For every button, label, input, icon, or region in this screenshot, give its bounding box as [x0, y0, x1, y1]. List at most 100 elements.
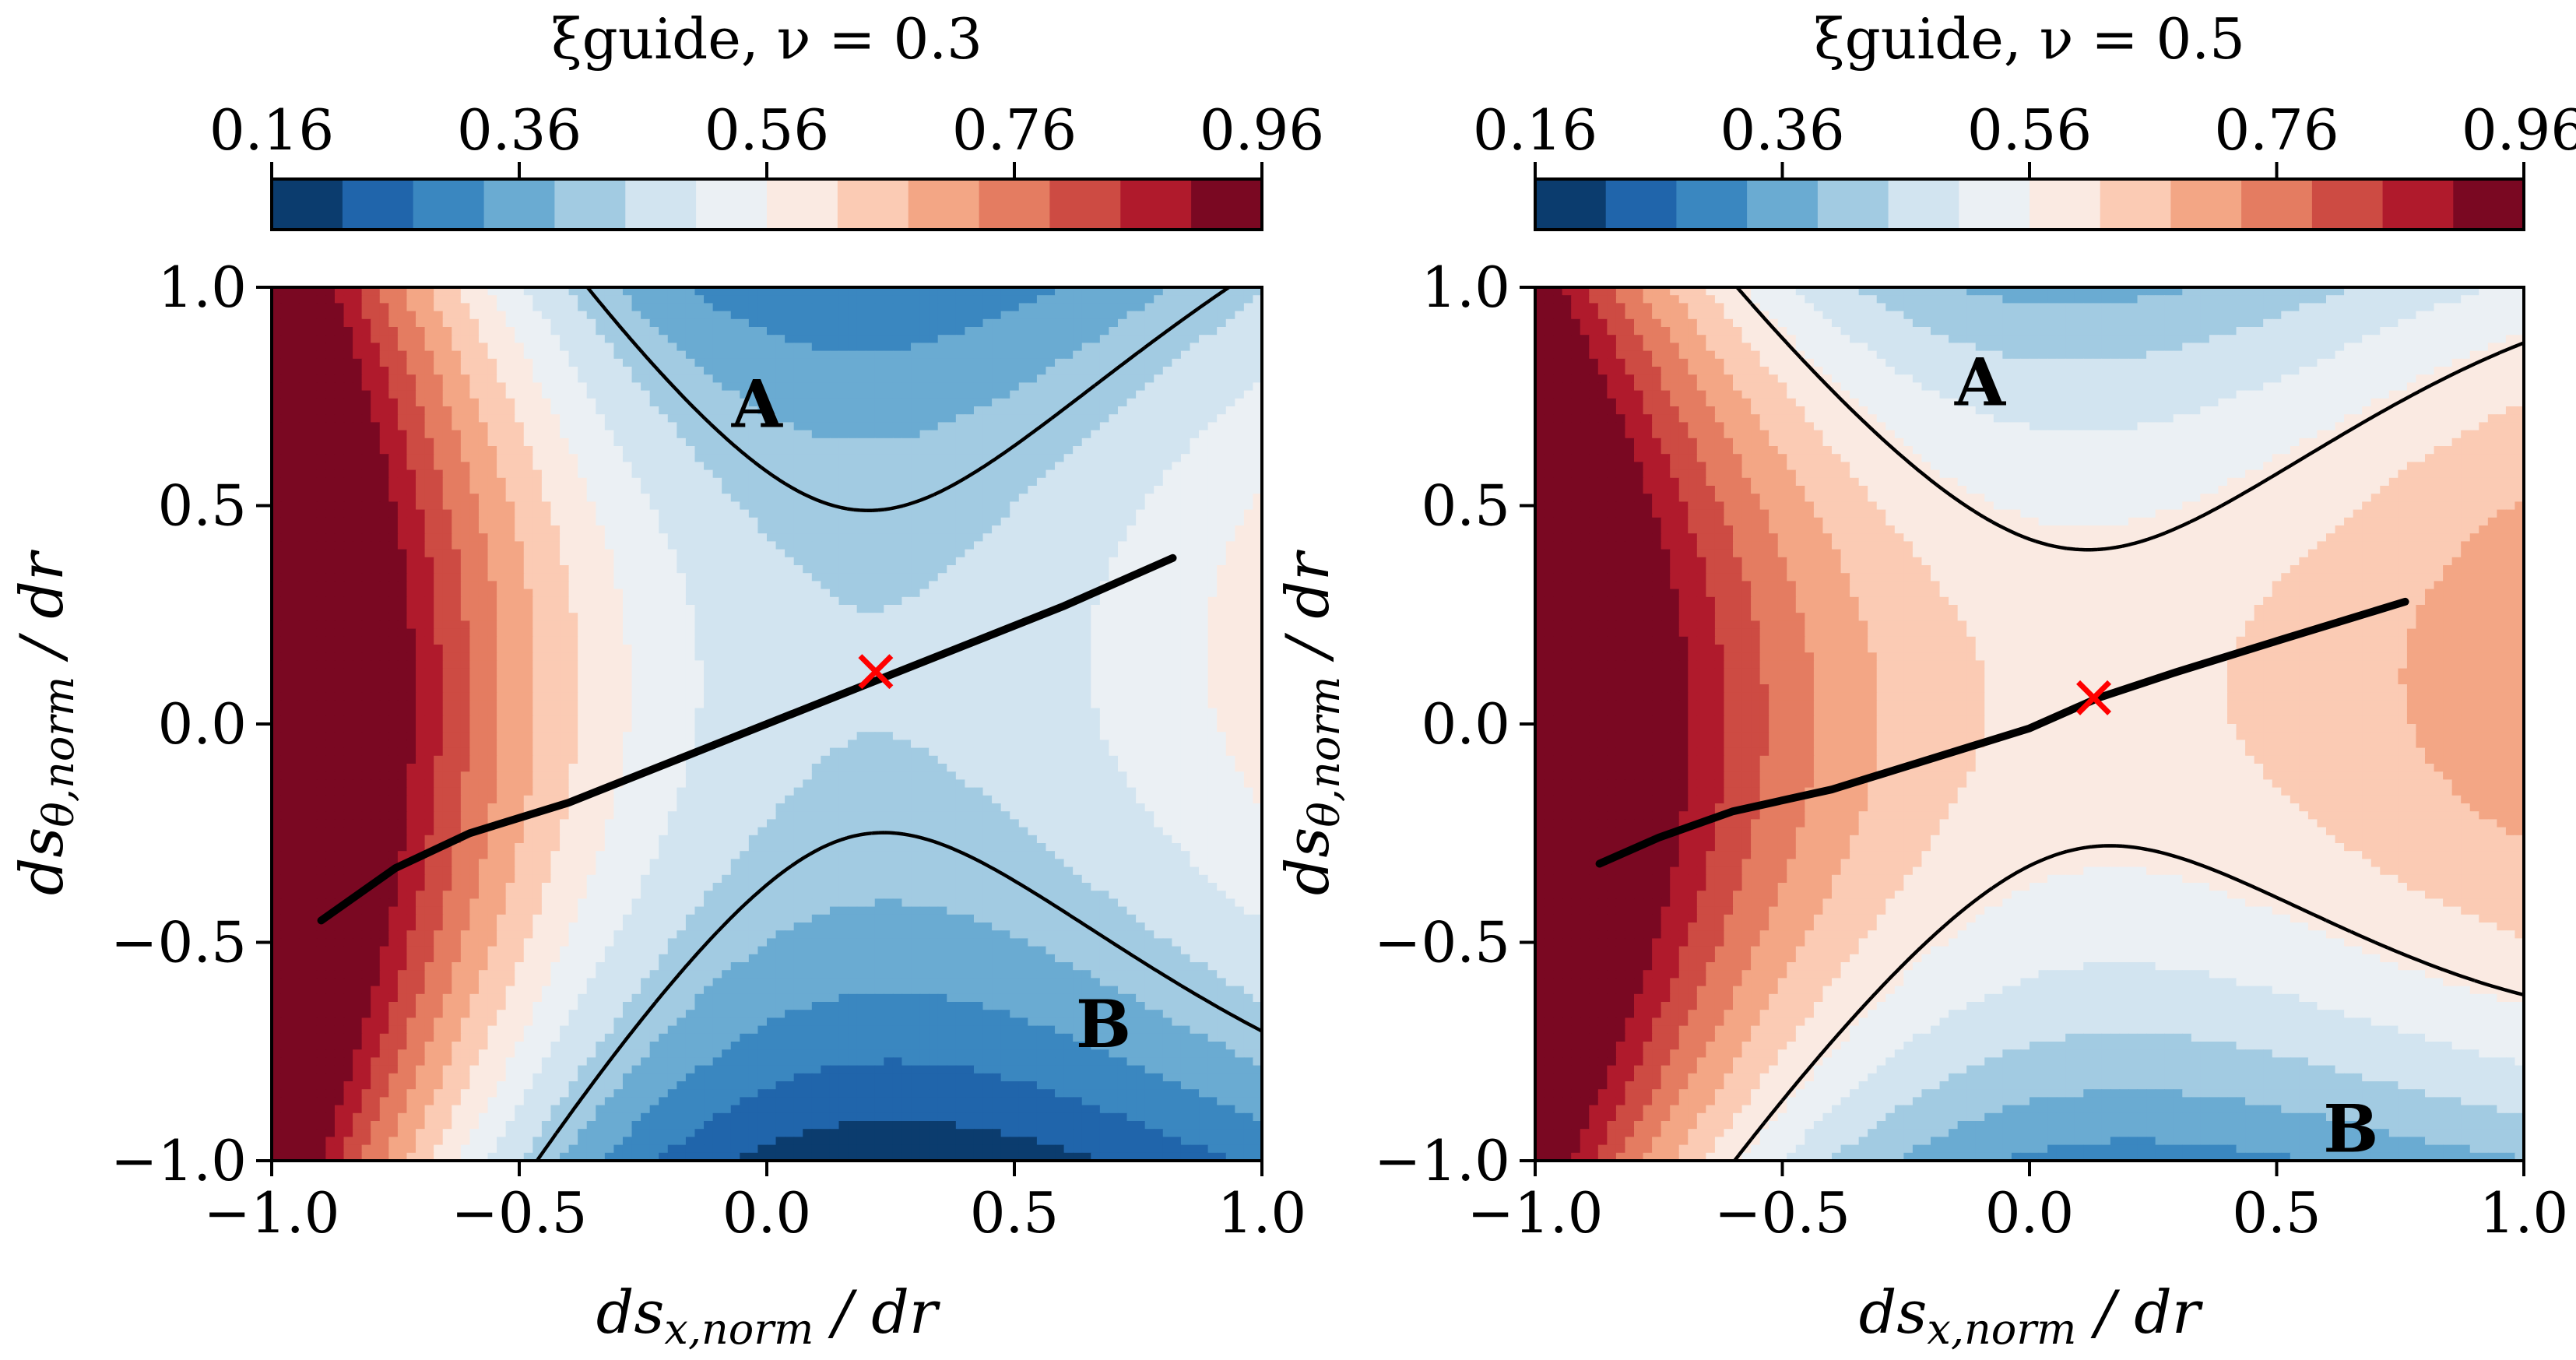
- left-field-cell: [1109, 295, 1119, 304]
- left-field-cell: [388, 486, 399, 494]
- left-field-cell: [497, 549, 507, 558]
- left-field-cell: [1225, 494, 1236, 503]
- left-field-cell: [1000, 596, 1010, 606]
- left-field-cell: [1144, 525, 1154, 534]
- left-field-cell: [901, 636, 912, 645]
- left-field-cell: [677, 517, 687, 526]
- left-field-cell: [848, 311, 858, 320]
- left-field-cell: [353, 620, 363, 630]
- left-field-cell: [649, 525, 659, 534]
- left-field-cell: [613, 541, 624, 550]
- left-field-cell: [1063, 525, 1074, 534]
- left-field-cell: [1109, 549, 1119, 558]
- left-field-cell: [1036, 549, 1047, 558]
- left-field-cell: [568, 541, 578, 550]
- left-field-cell: [550, 605, 561, 613]
- left-field-cell: [1190, 406, 1200, 415]
- left-field-cell: [793, 541, 803, 550]
- left-field-cell: [775, 350, 785, 360]
- left-field-cell: [793, 335, 803, 344]
- left-field-cell: [1073, 287, 1083, 296]
- left-field-cell: [550, 636, 561, 645]
- left-field-cell: [532, 533, 543, 543]
- left-field-cell: [838, 565, 849, 574]
- left-field-cell: [901, 509, 912, 518]
- left-field-cell: [829, 287, 840, 296]
- left-field-cell: [892, 311, 903, 320]
- left-field-cell: [631, 382, 641, 392]
- left-field-cell: [379, 287, 390, 296]
- left-field-cell: [892, 517, 903, 526]
- left-field-cell: [1109, 398, 1119, 407]
- left-field-cell: [1172, 343, 1182, 352]
- left-field-cell: [811, 533, 822, 543]
- left-field-cell: [874, 477, 885, 487]
- left-field-cell: [1109, 382, 1119, 392]
- left-field-cell: [1081, 438, 1091, 447]
- left-field-cell: [667, 398, 678, 407]
- left-field-cell: [280, 469, 290, 479]
- left-field-cell: [1154, 430, 1164, 439]
- left-field-cell: [604, 525, 615, 534]
- left-field-cell: [1099, 477, 1110, 487]
- left-field-cell: [740, 549, 750, 558]
- left-field-cell: [803, 486, 813, 494]
- left-field-cell: [578, 565, 588, 574]
- left-field-cell: [280, 494, 290, 503]
- left-field-cell: [803, 311, 813, 320]
- left-field-cell: [919, 533, 930, 543]
- left-field-cell: [1081, 287, 1091, 296]
- left-field-cell: [838, 430, 849, 439]
- left-field-cell: [416, 509, 426, 518]
- left-field-cell: [1000, 605, 1010, 613]
- left-field-cell: [290, 581, 300, 590]
- left-field-cell: [677, 311, 687, 320]
- left-field-cell: [497, 398, 507, 407]
- left-field-cell: [704, 533, 714, 543]
- left-field-cell: [748, 613, 759, 622]
- left-field-cell: [659, 343, 669, 352]
- left-field-cell: [469, 438, 480, 447]
- left-field-cell: [641, 414, 651, 423]
- left-field-cell: [568, 318, 578, 328]
- left-field-cell: [929, 430, 939, 439]
- left-field-cell: [424, 589, 434, 598]
- left-field-cell: [505, 446, 515, 455]
- left-field-cell: [811, 596, 822, 606]
- left-field-cell: [290, 382, 300, 392]
- left-field-cell: [272, 613, 282, 622]
- left-field-cell: [290, 446, 300, 455]
- left-field-cell: [775, 509, 785, 518]
- left-field-cell: [1055, 613, 1065, 622]
- left-field-cell: [272, 295, 282, 304]
- left-field-cell: [965, 311, 975, 320]
- left-field-cell: [505, 350, 515, 360]
- left-field-cell: [911, 533, 921, 543]
- left-field-cell: [911, 454, 921, 463]
- left-field-cell: [1253, 382, 1262, 392]
- left-field-cell: [406, 486, 416, 494]
- left-field-cell: [1144, 335, 1154, 344]
- left-field-cell: [667, 613, 678, 622]
- left-field-cell: [659, 517, 669, 526]
- left-field-cell: [1000, 636, 1010, 645]
- left-field-cell: [442, 287, 452, 296]
- left-field-cell: [1028, 501, 1038, 511]
- left-field-cell: [955, 430, 966, 439]
- left-field-cell: [874, 398, 885, 407]
- left-field-cell: [343, 446, 353, 455]
- left-field-cell: [1207, 557, 1218, 566]
- left-field-cell: [434, 422, 444, 431]
- left-field-cell: [343, 573, 353, 582]
- left-field-cell: [667, 295, 678, 304]
- left-field-cell: [955, 557, 966, 566]
- left-field-cell: [469, 374, 480, 384]
- left-field-cell: [469, 581, 480, 590]
- left-field-cell: [613, 549, 624, 558]
- left-field-cell: [874, 517, 885, 526]
- left-field-cell: [848, 343, 858, 352]
- left-field-cell: [821, 438, 831, 447]
- left-field-cell: [803, 469, 813, 479]
- left-field-cell: [325, 311, 336, 320]
- left-field-cell: [929, 382, 939, 392]
